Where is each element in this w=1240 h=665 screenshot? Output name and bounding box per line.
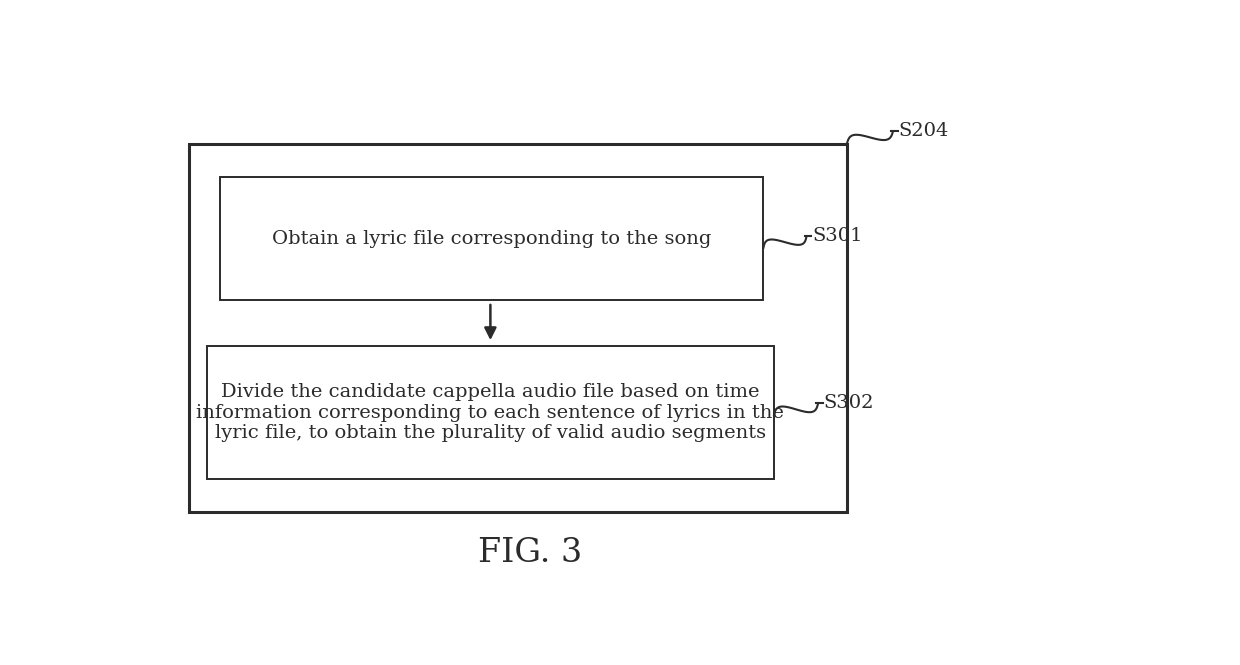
Text: S204: S204 [899,122,949,140]
Bar [207,346,774,479]
Text: S302: S302 [823,394,874,412]
Text: Divide the candidate cappella audio file based on time
information corresponding: Divide the candidate cappella audio file… [196,383,785,442]
Text: S301: S301 [812,227,863,245]
Bar [188,144,847,513]
Bar [221,177,764,300]
Text: Obtain a lyric file corresponding to the song: Obtain a lyric file corresponding to the… [272,229,712,247]
Text: FIG. 3: FIG. 3 [477,537,582,569]
